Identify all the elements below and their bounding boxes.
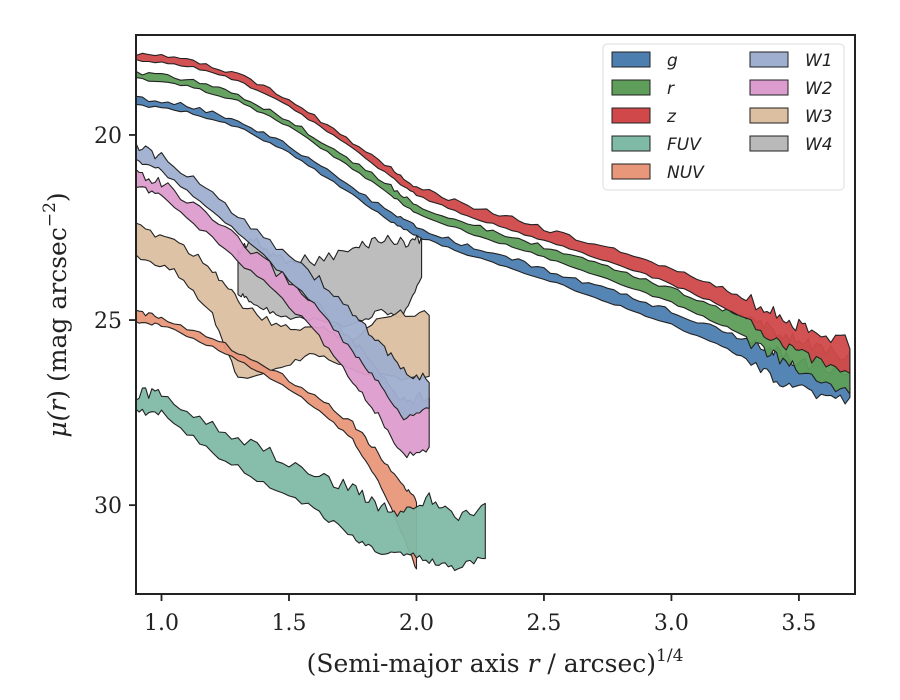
- legend-swatch-w1: [749, 51, 789, 68]
- y-axis-ticks: 20 25 30: [94, 124, 136, 519]
- legend: grz FUV NUV W1 W2 W3 W4: [602, 43, 845, 191]
- legend-label-fuv: FUV: [667, 135, 702, 155]
- legend-label-w2: W2: [805, 79, 833, 99]
- y-tick-label: 30: [94, 494, 122, 519]
- band-w2: [136, 168, 430, 459]
- y-tick-label: 25: [94, 309, 122, 334]
- x-axis-ticks: 1.0 1.5 2.0 2.5 3.0 3.5: [144, 594, 816, 636]
- axes-frame: [135, 34, 856, 595]
- legend-label-r: r: [667, 79, 675, 99]
- band-g: [136, 95, 851, 405]
- legend-label-w4: W4: [805, 135, 833, 155]
- legend-label-z: z: [666, 107, 677, 127]
- x-tick-label: 3.0: [654, 611, 689, 636]
- profile-bands: [136, 52, 851, 572]
- x-tick-label: 1.0: [144, 611, 179, 636]
- band-z: [136, 52, 851, 374]
- x-tick-label: 3.5: [781, 611, 816, 636]
- legend-swatch-w2: [749, 79, 789, 96]
- x-tick-label: 2.0: [399, 611, 434, 636]
- legend-swatch-w3: [749, 107, 789, 124]
- band-r: [136, 70, 851, 395]
- legend-swatch-g: [611, 51, 651, 68]
- legend-label-w3: W3: [805, 107, 833, 127]
- band-fuv: [136, 387, 486, 572]
- legend-label-w1: W1: [805, 51, 833, 71]
- y-tick-label: 20: [94, 124, 122, 149]
- legend-swatch-z: [611, 107, 651, 124]
- legend-swatch-fuv: [611, 135, 651, 152]
- band-w1: [136, 142, 430, 421]
- x-axis-label: (Semi-major axis r / arcsec)1/4: [307, 646, 684, 678]
- legend-label-g: g: [667, 51, 678, 71]
- legend-label-nuv: NUV: [667, 163, 705, 183]
- band-nuv: [136, 309, 418, 570]
- legend-swatch-r: [611, 79, 651, 96]
- x-tick-label: 1.5: [271, 611, 306, 636]
- legend-swatch-w4: [749, 135, 789, 152]
- y-axis-label: μ(r) (mag arcsec−2): [40, 192, 72, 437]
- legend-swatch-nuv: [611, 163, 651, 180]
- x-tick-label: 2.5: [526, 611, 561, 636]
